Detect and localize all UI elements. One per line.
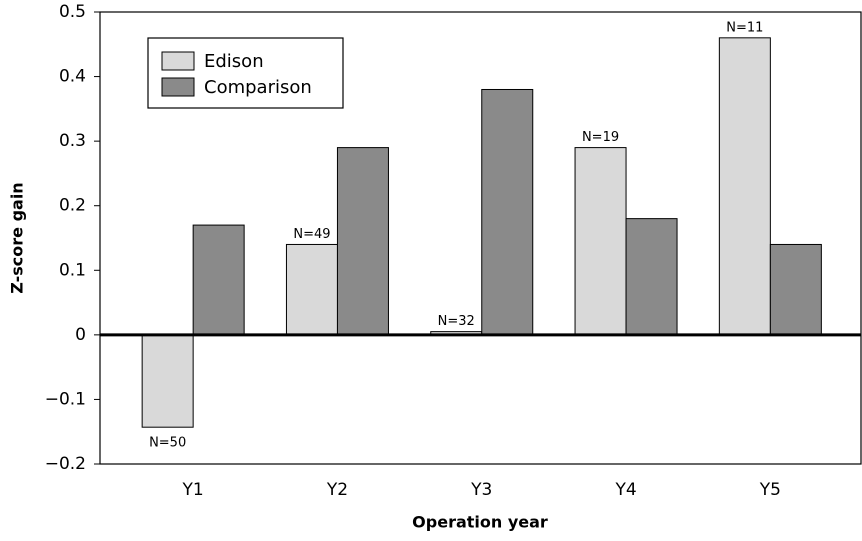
y-tick-label: 0 <box>75 325 86 345</box>
bar-annotation: N=11 <box>726 20 763 35</box>
bar-annotation: N=50 <box>149 436 186 451</box>
legend-swatch <box>161 51 195 71</box>
bar <box>625 218 678 336</box>
x-tick-label: Y4 <box>614 480 636 500</box>
y-tick-label: 0.5 <box>59 2 86 22</box>
y-tick-label: 0.3 <box>59 131 86 151</box>
bar <box>574 147 627 336</box>
bar-annotation: N=32 <box>438 314 475 329</box>
x-tick-label: Y2 <box>326 480 348 500</box>
y-axis-label: Z-score gain <box>8 182 27 293</box>
y-tick-label: −0.1 <box>45 389 86 409</box>
bar <box>141 334 194 428</box>
x-tick-label: Y3 <box>470 480 492 500</box>
legend-label: Comparison <box>204 77 312 98</box>
bar <box>285 243 338 336</box>
plot-frame <box>99 11 862 465</box>
y-tick-label: 0.4 <box>59 67 86 87</box>
bar-annotation: N=49 <box>293 227 330 242</box>
y-tick-label: −0.2 <box>45 454 86 474</box>
x-axis-label: Operation year <box>412 513 548 532</box>
bar <box>336 147 389 336</box>
y-tick-label: 0.2 <box>59 196 86 216</box>
bar-annotation: N=19 <box>582 130 619 145</box>
bar <box>192 224 245 336</box>
x-tick-label: Y1 <box>182 480 204 500</box>
y-tick-label: 0.1 <box>59 260 86 280</box>
x-tick-label: Y5 <box>759 480 781 500</box>
bar <box>718 37 771 336</box>
bar <box>769 243 822 336</box>
legend-label: Edison <box>204 51 264 72</box>
legend-swatch <box>161 77 195 97</box>
bar <box>481 88 534 336</box>
